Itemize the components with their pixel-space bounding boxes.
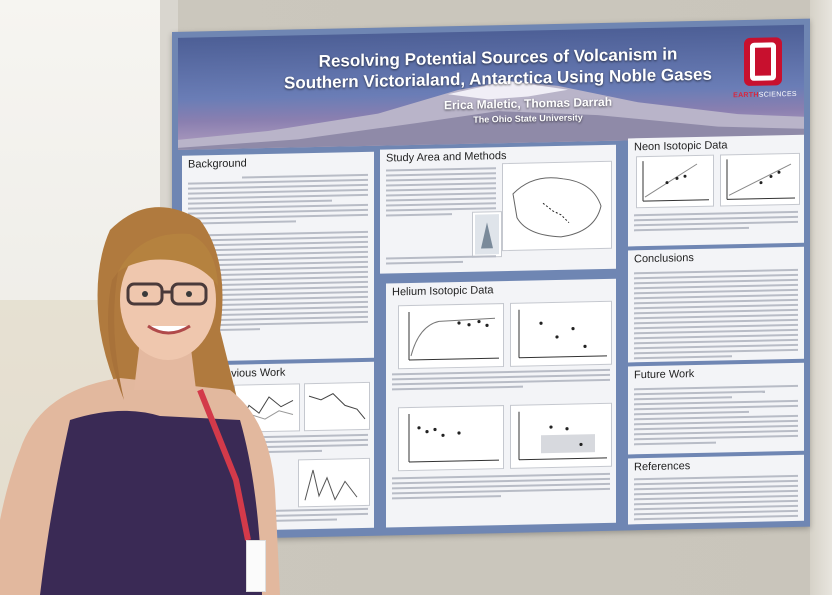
conclusions-text	[634, 268, 798, 362]
panel-helium: Helium Isotopic Data	[386, 278, 616, 528]
heading-study-area: Study Area and Methods	[386, 149, 507, 165]
panel-study-area: Study Area and Methods	[380, 144, 616, 274]
helium-plot-2	[510, 300, 612, 367]
neon-caption	[634, 210, 798, 234]
previous-work-figure-2	[304, 381, 370, 432]
neon-plot-1	[636, 154, 714, 209]
panel-references: References	[628, 454, 804, 525]
sample-photo	[472, 211, 502, 258]
panel-future-work: Future Work	[628, 362, 804, 455]
panel-conclusions: Conclusions	[628, 246, 804, 363]
ohio-state-logo: EARTHSCIENCES	[733, 37, 797, 110]
name-badge	[246, 540, 266, 592]
heading-future-work: Future Work	[634, 368, 695, 382]
antarctica-map	[502, 160, 612, 252]
study-area-caption	[386, 255, 496, 267]
helium-caption-2	[392, 472, 610, 503]
heading-references: References	[634, 460, 691, 474]
block-o-icon	[744, 37, 782, 87]
helium-plot-4	[510, 402, 612, 469]
helium-plot-3	[398, 405, 504, 472]
presenter-person	[0, 207, 280, 595]
panel-neon: Neon Isotopic Data	[628, 134, 804, 247]
heading-neon: Neon Isotopic Data	[634, 139, 728, 154]
poster-banner: Resolving Potential Sources of Volcanism…	[178, 24, 804, 150]
previous-work-figure-3	[298, 457, 370, 508]
heading-conclusions: Conclusions	[634, 252, 694, 266]
future-work-text	[634, 384, 798, 448]
heading-background: Background	[188, 157, 247, 171]
poster-board-edge	[810, 0, 832, 595]
references-text	[634, 474, 798, 523]
logo-text: EARTHSCIENCES	[733, 90, 797, 100]
neon-plot-2	[720, 152, 800, 207]
research-poster: Resolving Potential Sources of Volcanism…	[172, 18, 810, 541]
helium-plot-1	[398, 303, 504, 370]
heading-helium: Helium Isotopic Data	[392, 284, 494, 299]
helium-caption-1	[392, 368, 610, 394]
